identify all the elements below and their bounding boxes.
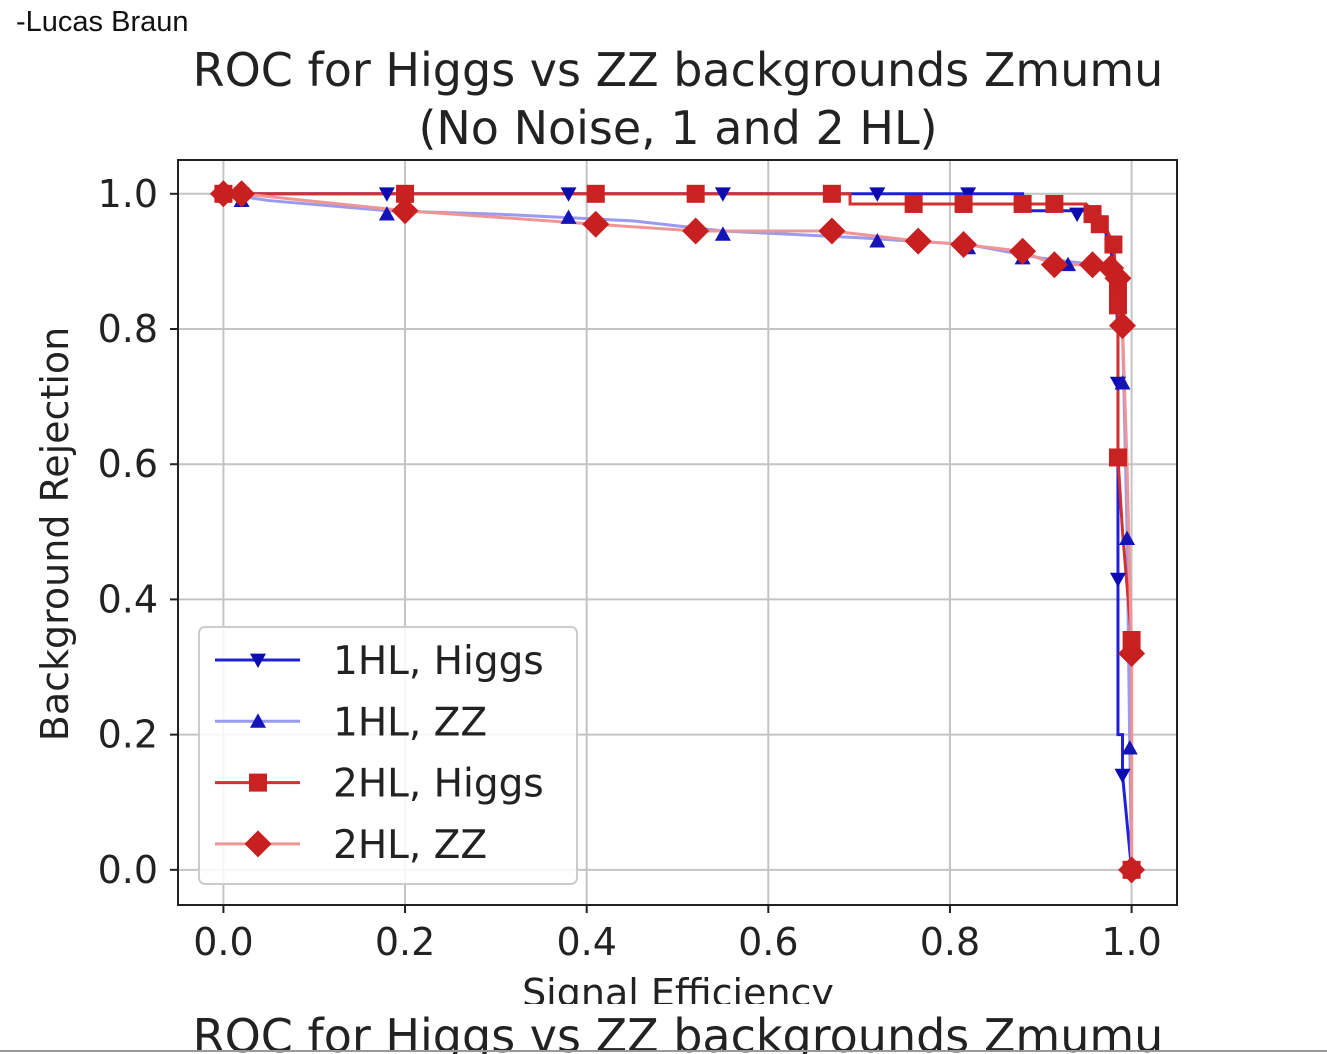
- legend-marker-3: [244, 830, 272, 858]
- series-marker-0: [869, 187, 886, 202]
- y-tick-label: 1.0: [98, 172, 158, 216]
- x-tick-label: 0.8: [920, 920, 980, 964]
- series-marker-2: [396, 184, 415, 203]
- legend-label: 1HL, ZZ: [333, 700, 487, 745]
- bottom-overlay: [0, 1004, 1327, 1054]
- series-marker-2: [1090, 215, 1109, 234]
- x-tick-label: 0.0: [193, 920, 253, 964]
- series-marker-3: [950, 231, 978, 259]
- series-marker-1: [1114, 375, 1131, 390]
- series-marker-3: [582, 210, 610, 238]
- series-marker-1: [714, 226, 731, 241]
- y-tick-label: 0.0: [98, 848, 158, 892]
- series-marker-3: [1118, 856, 1146, 884]
- series-marker-3: [1009, 237, 1037, 265]
- series-marker-0: [1069, 207, 1086, 223]
- series-marker-2: [954, 194, 973, 213]
- series-marker-0: [378, 187, 395, 202]
- legend-marker-2: [249, 773, 267, 792]
- repeated-title-cropped: ROC for Higgs vs ZZ backgrounds Zmumu: [193, 1009, 1164, 1054]
- chart-title-line1: ROC for Higgs vs ZZ backgrounds Zmumu: [193, 43, 1164, 97]
- series-marker-2: [1104, 235, 1123, 254]
- legend-box: [198, 626, 578, 885]
- legend-marker-1: [250, 713, 266, 728]
- series-marker-3: [391, 197, 419, 225]
- series-marker-0: [1109, 572, 1126, 588]
- y-tick-label: 0.6: [98, 442, 158, 486]
- series-marker-3: [1040, 251, 1068, 279]
- y-tick-label: 0.4: [98, 577, 158, 621]
- series-marker-2: [1122, 630, 1141, 649]
- series-marker-3: [1079, 251, 1107, 279]
- y-axis-label: Background Rejection: [33, 327, 77, 741]
- legend-label: 1HL, Higgs: [333, 639, 544, 684]
- series-marker-3: [904, 227, 932, 255]
- series-marker-1: [869, 233, 886, 248]
- legend-label: 2HL, ZZ: [333, 823, 487, 868]
- x-tick-label: 1.0: [1101, 920, 1161, 964]
- series-marker-2: [1045, 194, 1064, 213]
- series-marker-3: [228, 180, 256, 208]
- y-tick-label: 0.2: [98, 713, 158, 757]
- series-marker-3: [1118, 640, 1146, 668]
- author-label: -Lucas Braun: [16, 6, 189, 38]
- series-marker-2: [586, 184, 605, 203]
- series-marker-1: [1119, 530, 1136, 545]
- legend-marker-0: [250, 653, 266, 668]
- series-marker-1: [560, 209, 577, 224]
- series-marker-0: [1114, 768, 1131, 784]
- series-marker-2: [686, 184, 705, 203]
- x-tick-label: 0.6: [738, 920, 798, 964]
- chart-title-line2: (No Noise, 1 and 2 HL): [418, 101, 937, 155]
- series-marker-0: [714, 187, 731, 202]
- series-marker-2: [1013, 194, 1032, 213]
- series-marker-3: [818, 217, 846, 245]
- series-marker-1: [378, 206, 395, 221]
- x-tick-label: 0.4: [556, 920, 616, 964]
- series-marker-0: [960, 187, 977, 202]
- y-tick-label: 0.8: [98, 307, 158, 351]
- series-marker-3: [209, 180, 237, 208]
- legend-label: 2HL, Higgs: [333, 762, 544, 807]
- series-marker-2: [1108, 448, 1127, 467]
- series-marker-2: [1108, 296, 1127, 315]
- series-marker-2: [904, 194, 923, 213]
- x-tick-label: 0.2: [375, 920, 435, 964]
- series-marker-2: [822, 184, 841, 203]
- series-marker-3: [682, 217, 710, 245]
- series-marker-3: [1104, 264, 1132, 292]
- plot-frame: [177, 159, 1178, 906]
- series-line-2: [223, 192, 1134, 870]
- series-marker-0: [560, 187, 577, 202]
- series-marker-1: [1121, 740, 1138, 755]
- series-marker-3: [1109, 312, 1137, 340]
